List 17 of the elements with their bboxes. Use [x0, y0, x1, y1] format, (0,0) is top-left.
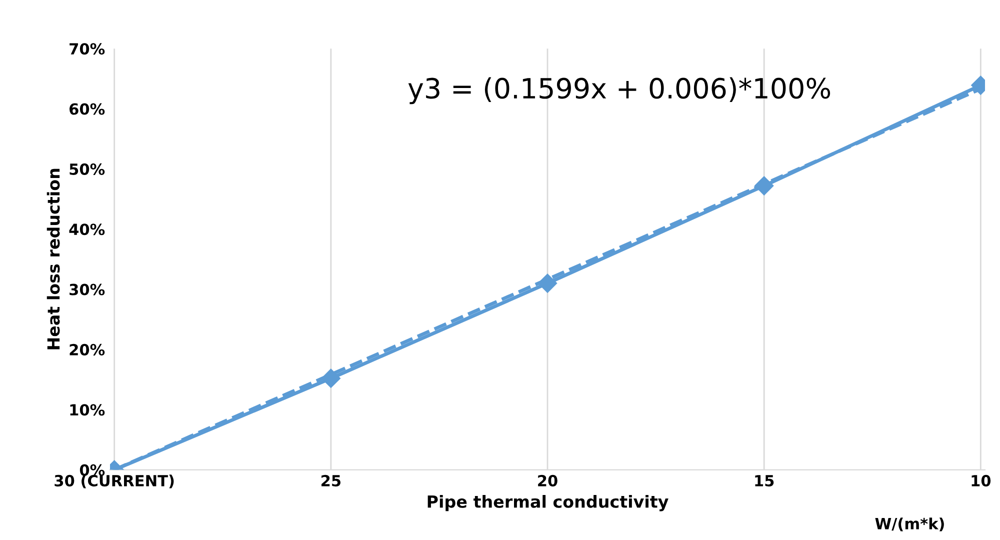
- x-axis-title: Pipe thermal conductivity: [428, 495, 668, 512]
- text: W/(m*k): [875, 518, 944, 532]
- x-tick-label: 25: [321, 474, 340, 486]
- x-tick-label: 30 (CURRENT): [54, 474, 174, 488]
- y-tick-label: 40%: [69, 224, 105, 236]
- y-tick-label: 60%: [70, 103, 105, 115]
- y-tick-label: 50%: [70, 163, 105, 175]
- x-tick-label: 10: [972, 474, 991, 486]
- y-tick-label: 70%: [70, 43, 105, 55]
- x-tick-label: 15: [755, 475, 774, 486]
- y-tick-label: 0%: [80, 464, 105, 476]
- x-tick-label: 20: [538, 474, 558, 486]
- y-axis-title: Heat loss reduction: [46, 168, 60, 350]
- y-tick-label: 30%: [70, 284, 105, 296]
- y-tick-label: 10%: [70, 404, 105, 416]
- annotation: y3 = (0.1599x + 0.006)*100%: [408, 77, 830, 104]
- y-tick-label: 20%: [70, 344, 105, 356]
